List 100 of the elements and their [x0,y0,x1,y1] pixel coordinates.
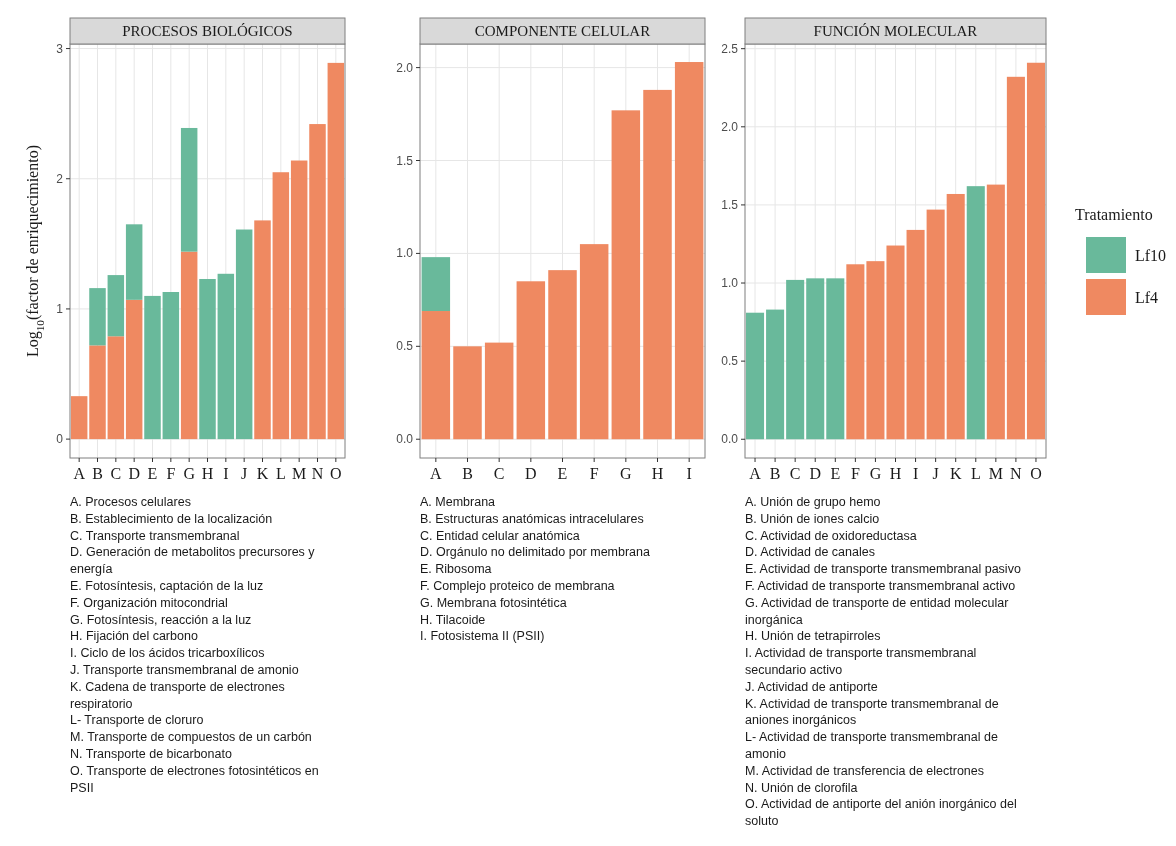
bar [125,224,143,300]
y-tick-label: 2.0 [396,60,414,75]
chart-title: PROCESOS BIOLÓGICOS [122,23,293,39]
text: I. Fotosistema II (PSII) [420,629,545,644]
x-tick-label: A [430,465,443,482]
bar [162,292,180,440]
bar [611,110,641,440]
x-tick-label: G [620,465,633,482]
bar [453,346,482,440]
text: D. Orgánulo no delimitado por membrana [420,545,651,560]
x-tick-label: M [988,465,1003,482]
x-tick-label: C [110,465,122,482]
legend-title: Tratamiento [1075,206,1153,223]
bar [806,278,825,440]
bar [125,299,143,440]
bar [199,278,216,440]
bar [421,311,451,440]
text: K. Actividad de transporte transmembranal de aniones inorgánicos [745,696,999,728]
x-tick-label: E [147,465,158,482]
y-tick-label: 0.0 [396,432,414,447]
bar [180,251,198,440]
bar [1006,76,1025,440]
text: H. Unión de tetrapirroles [745,629,881,644]
text: H. Tilacoide [420,612,486,627]
bar [421,257,451,312]
chart-title: COMPONENTE CELULAR [474,23,651,39]
bar [866,261,885,440]
text: O. Transporte de electrones fotosintéticos en PSII [70,763,319,795]
text: J. Transporte transmembranal de amonio [70,663,299,677]
text: B. Estructuras anatómicas intracelulares [420,511,644,526]
x-tick-label: D [809,465,822,482]
x-tick-label: G [869,465,882,482]
x-tick-label: H [201,465,214,482]
x-tick-label: O [330,465,342,482]
x-tick-label: I [223,465,229,482]
bar [309,124,326,440]
x-tick-label: N [311,465,324,482]
bar [766,309,785,440]
bar [484,342,514,440]
y-tick-label: 0.0 [721,432,739,447]
text: L- Actividad de transporte transmembranal de amonio [745,730,998,761]
bar [180,127,198,252]
text: D. Actividad de canales [745,545,875,560]
text: A. Procesos celulares [70,495,191,509]
text: F. Complejo proteico de membrana [420,579,615,593]
y-tick-label: 2.5 [721,41,739,56]
y-tick-label: 0.5 [721,354,739,369]
y-tick-label: 0 [56,432,64,447]
bar [107,275,125,337]
x-tick-label: E [830,465,841,482]
text: C. Actividad de oxidoreductasa [745,528,917,543]
bar [290,160,308,440]
x-tick-label: C [789,465,801,482]
x-tick-label: H [889,465,902,482]
bar [144,295,161,440]
y-tick-label: 1.0 [721,276,739,291]
x-tick-label: I [686,465,692,482]
x-tick-label: H [651,465,664,482]
y-tick-label: 1 [56,301,64,316]
text: F. Actividad de transporte transmembranal activo [745,579,1016,593]
text: B. Unión de iones calcio [745,511,880,526]
x-tick-label: J [241,465,248,482]
bar [579,244,609,440]
x-tick-label: B [769,465,781,482]
legend-label: Lf4 [1135,289,1159,306]
text: L- Transporte de cloruro [70,713,204,728]
x-tick-label: J [932,465,939,482]
text: C. Transporte transmembranal [70,528,240,543]
text: G. Actividad de transporte de entidad molecular inorgánica [745,595,1009,627]
y-tick-label: 2.0 [721,119,739,134]
bar [217,273,235,440]
bar [516,281,546,440]
bar [89,288,106,346]
y-tick-label: 1.5 [721,197,739,212]
bar [643,89,672,440]
bar [327,62,345,440]
x-tick-label: C [493,465,505,482]
bar [926,209,945,440]
text: M. Transporte de compuestos de un carbón [70,730,312,745]
text: E. Fotosíntesis, captación de la luz [70,579,264,593]
bar [235,229,253,440]
x-tick-label: K [949,465,962,482]
x-tick-label: L [275,465,286,482]
bar [674,62,704,440]
text: B. Establecimiento de la localización [70,511,273,526]
bar [966,186,985,440]
x-tick-label: L [970,465,981,482]
bar [254,220,271,440]
text: G. Membrana fotosintética [420,595,567,610]
text: G. Fotosíntesis, reacción a la luz [70,612,252,627]
x-tick-label: B [462,465,473,482]
text: O. Actividad de antiporte del anión inorgánico del soluto [745,797,1017,829]
text: D. Generación de metabolitos precursores y energía [70,545,316,577]
text: A. Unión de grupo hemo [745,495,881,509]
bar [107,336,125,440]
bar [786,279,805,440]
text: E. Actividad de transporte transmembranal pasivo [745,562,1021,577]
x-tick-label: O [1030,465,1042,482]
bar [746,312,765,440]
text: I. Actividad de transporte transmembranal secundario activo [745,646,977,677]
